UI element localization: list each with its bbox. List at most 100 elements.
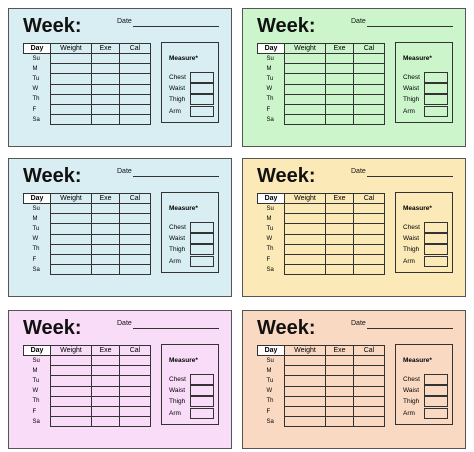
log-table-body: Su M Tu W Th F Sa <box>24 202 151 276</box>
weight-column-header: Weight <box>284 345 326 356</box>
calories-cell <box>353 264 385 276</box>
weight-cell <box>50 213 92 225</box>
measurement-cell <box>190 408 214 419</box>
day-label: M <box>266 65 272 72</box>
day-label: Th <box>32 246 40 253</box>
date-label: Date <box>117 168 132 175</box>
weight-cell <box>50 52 92 65</box>
exercise-cell <box>91 416 120 428</box>
exercise-column-header: Exe <box>91 345 120 356</box>
day-row: M <box>24 213 151 225</box>
calories-cell <box>353 233 385 245</box>
calories-cell <box>119 405 151 418</box>
exercise-cell <box>91 375 120 387</box>
measurement-label: Chest <box>169 376 186 383</box>
measurement-label: Chest <box>403 74 420 81</box>
measurement-label: Arm <box>403 108 415 115</box>
measure-title: Measure* <box>403 55 432 62</box>
day-label: Tu <box>266 75 274 82</box>
measure-title: Measure* <box>403 357 432 364</box>
exercise-column-header: Exe <box>91 193 120 204</box>
measurement-row: Chest <box>403 222 451 233</box>
measurement-row: Thigh <box>403 94 451 105</box>
exercise-cell <box>325 114 354 126</box>
measurement-cell <box>190 72 214 83</box>
day-row: Su <box>24 202 151 215</box>
measurement-row: Arm <box>169 256 217 267</box>
calories-cell <box>353 103 385 116</box>
exercise-cell <box>91 73 120 85</box>
day-label: Sa <box>266 418 274 425</box>
day-label: Sa <box>32 116 40 123</box>
measurement-label: Chest <box>169 224 186 231</box>
day-row: Tu <box>258 223 385 235</box>
weight-cell <box>284 93 326 105</box>
measurements-box: Measure* Chest Waist Thigh Arm <box>161 42 219 123</box>
exercise-cell <box>91 243 120 255</box>
exercise-cell <box>91 365 120 377</box>
measurement-row: Waist <box>403 385 451 396</box>
exercise-cell <box>325 354 354 367</box>
measurement-label: Chest <box>403 224 420 231</box>
day-label: Su <box>32 357 40 364</box>
day-label: Th <box>32 398 40 405</box>
week-title: Week: <box>23 15 82 37</box>
weight-cell <box>284 73 326 85</box>
day-label: Sa <box>32 266 40 273</box>
measurement-label: Thigh <box>403 96 420 103</box>
day-row: Su <box>24 354 151 367</box>
day-label: Th <box>266 96 274 103</box>
calories-cell <box>119 243 151 255</box>
exercise-cell <box>91 213 120 225</box>
measurement-row: Chest <box>403 374 451 385</box>
day-label: Sa <box>266 116 274 123</box>
day-row: Tu <box>24 223 151 235</box>
date-label: Date <box>351 168 366 175</box>
weight-cell <box>50 223 92 235</box>
measurement-label: Arm <box>403 258 415 265</box>
day-row: Sa <box>258 114 385 126</box>
calories-cell <box>119 103 151 116</box>
weekly-planner-card-2: Week: Date Day Weight Exe Cal Su M Tu <box>242 8 466 147</box>
measurement-label: Waist <box>169 85 186 92</box>
weekly-log-table: Day Weight Exe Cal Su M Tu W Th <box>257 43 385 126</box>
measurement-row: Chest <box>169 72 217 83</box>
measurement-cell <box>190 256 214 267</box>
day-row: Th <box>24 243 151 255</box>
day-row: Th <box>24 93 151 105</box>
day-label: Su <box>32 55 40 62</box>
weight-column-header: Weight <box>50 193 92 204</box>
calories-cell <box>353 253 385 266</box>
calories-column-header: Cal <box>353 43 385 54</box>
day-row: F <box>24 253 151 266</box>
measurement-cell <box>424 106 448 117</box>
calories-column-header: Cal <box>119 43 151 54</box>
exercise-cell <box>91 233 120 245</box>
weekly-log-table: Day Weight Exe Cal Su M Tu W Th <box>257 345 385 428</box>
weight-cell <box>284 375 326 387</box>
weight-column-header: Weight <box>284 193 326 204</box>
calories-cell <box>353 395 385 407</box>
weight-cell <box>284 103 326 116</box>
calories-cell <box>119 264 151 276</box>
measurement-cell <box>190 233 214 244</box>
date-line <box>367 26 453 27</box>
calories-column-header: Cal <box>353 345 385 356</box>
log-table-body: Su M Tu W Th F Sa <box>258 202 385 276</box>
measurement-row: Thigh <box>169 94 217 105</box>
exercise-cell <box>325 395 354 407</box>
calories-cell <box>119 354 151 367</box>
measurement-row: Thigh <box>169 244 217 255</box>
weekly-log-table: Day Weight Exe Cal Su M Tu W Th <box>23 345 151 428</box>
weight-cell <box>50 233 92 245</box>
calories-cell <box>353 243 385 255</box>
calories-cell <box>119 114 151 126</box>
day-row: Th <box>24 395 151 407</box>
log-table-body: Su M Tu W Th F Sa <box>258 354 385 428</box>
day-label: Th <box>32 96 40 103</box>
day-label: Th <box>266 246 274 253</box>
exercise-cell <box>91 395 120 407</box>
week-title: Week: <box>23 165 82 187</box>
weight-cell <box>50 365 92 377</box>
calories-cell <box>353 365 385 377</box>
